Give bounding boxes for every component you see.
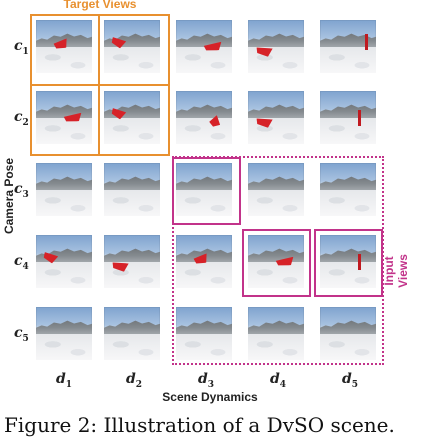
view-c4-d5 [316, 231, 380, 292]
col-label-d5: d5 [342, 371, 359, 390]
view-c3-d1 [32, 159, 96, 220]
view-c3-d5 [316, 159, 380, 220]
scene-dynamics-axis-label: Scene Dynamics [162, 390, 258, 404]
view-c5-d5 [316, 303, 380, 364]
view-c2-d1 [32, 87, 96, 148]
view-c1-d2 [100, 16, 164, 77]
view-c2-d3 [172, 87, 236, 148]
row-label-c5: c5 [14, 325, 29, 344]
figure-caption: Figure 2: Illustration of a DvSO scene. [4, 413, 395, 437]
figure-dvso-grid: Target Views Input [2, 0, 410, 404]
view-c2-d2 [100, 87, 164, 148]
view-c1-d3 [172, 16, 236, 77]
view-c3-d4 [244, 159, 308, 220]
view-c4-d4 [244, 231, 308, 292]
target-views-divider [30, 84, 170, 86]
row-label-c4: c4 [14, 253, 29, 272]
target-views-label: Target Views [63, 0, 137, 11]
view-c5-d4 [244, 303, 308, 364]
camera-pose-axis-label: Camera Pose [2, 157, 16, 235]
col-label-d4: d4 [270, 371, 287, 390]
view-c4-d2 [100, 231, 164, 292]
row-label-c2: c2 [14, 109, 29, 128]
col-label-d3: d3 [198, 371, 215, 390]
view-c3-d3 [172, 159, 236, 220]
view-c4-d3 [172, 231, 236, 292]
view-c1-d5 [316, 16, 380, 77]
col-label-d1: d1 [56, 371, 73, 390]
col-label-d2: d2 [126, 371, 143, 390]
view-c1-d4 [244, 16, 308, 77]
view-c3-d2 [100, 159, 164, 220]
row-label-c1: c1 [14, 38, 29, 57]
view-c2-d4 [244, 87, 308, 148]
view-c2-d5 [316, 87, 380, 148]
view-c1-d1 [32, 16, 96, 77]
view-c4-d1 [32, 231, 96, 292]
view-c5-d1 [32, 303, 96, 364]
view-c5-d2 [100, 303, 164, 364]
row-label-c3: c3 [14, 181, 29, 200]
input-views-label: Input Views [382, 254, 410, 288]
view-c5-d3 [172, 303, 236, 364]
